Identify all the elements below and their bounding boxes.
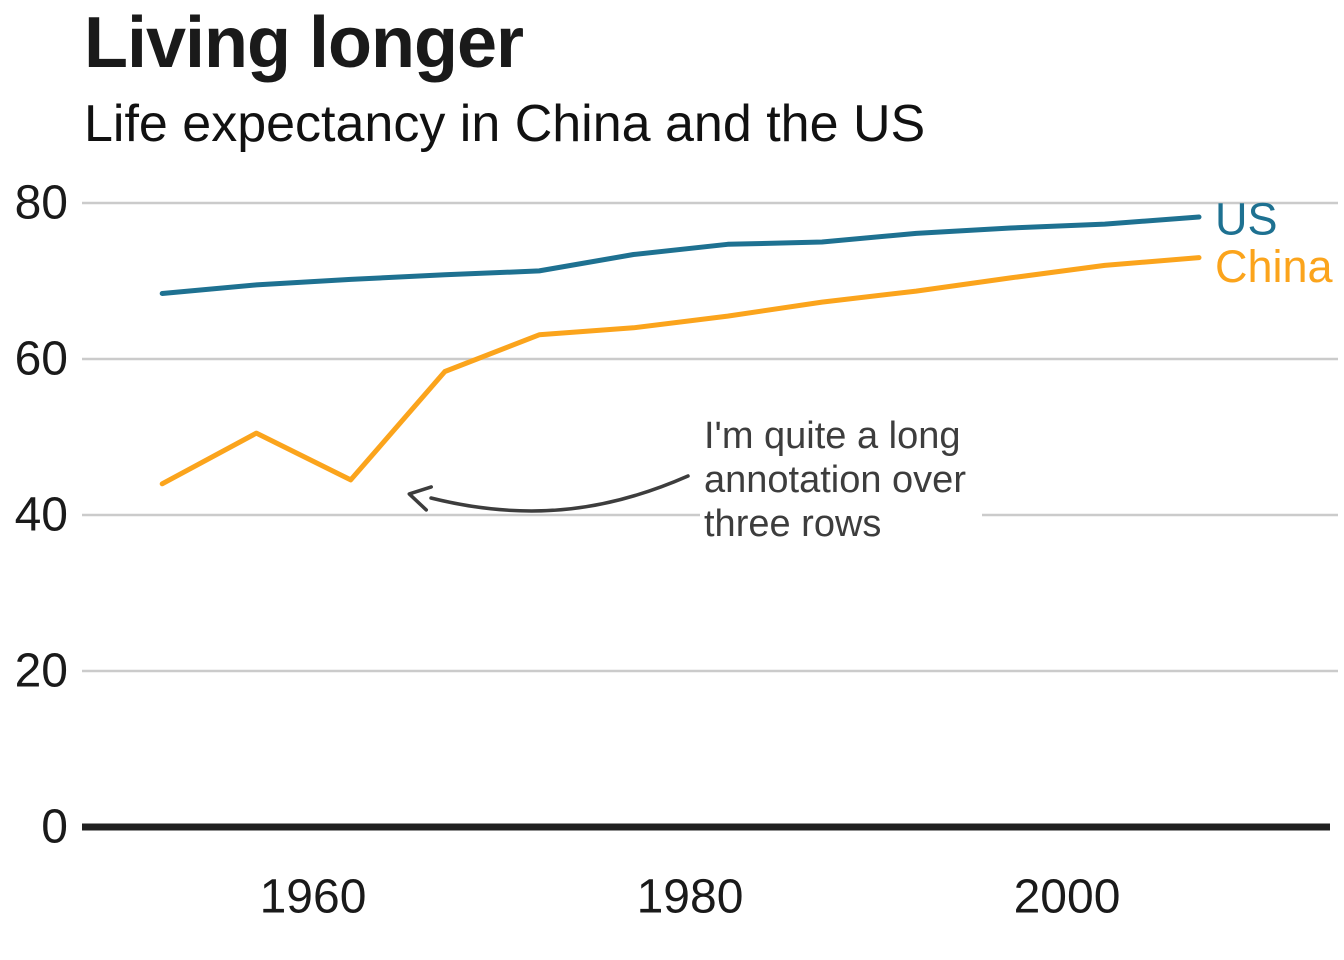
chart-title: Living longer — [84, 3, 524, 83]
annotation-arrowhead — [407, 485, 433, 512]
y-tick-label-0: 0 — [41, 801, 68, 854]
series-line-china — [159, 255, 1202, 487]
x-tick-label-1980: 1980 — [637, 871, 744, 924]
chart-subtitle: Life expectancy in China and the US — [84, 95, 926, 153]
y-tick-label-20: 20 — [15, 645, 68, 698]
series-label-china: China — [1215, 241, 1334, 292]
series-line-us — [159, 214, 1202, 296]
annotation-arrow-curve — [429, 474, 690, 513]
x-tick-label-2000: 2000 — [1014, 871, 1121, 924]
y-tick-label-80: 80 — [15, 177, 68, 230]
annotation-text: I'm quite a long annotation over three r… — [700, 412, 982, 548]
y-tick-label-60: 60 — [15, 333, 68, 386]
y-tick-label-40: 40 — [15, 489, 68, 542]
series-label-us: US — [1215, 194, 1278, 245]
x-tick-label-1960: 1960 — [260, 871, 367, 924]
